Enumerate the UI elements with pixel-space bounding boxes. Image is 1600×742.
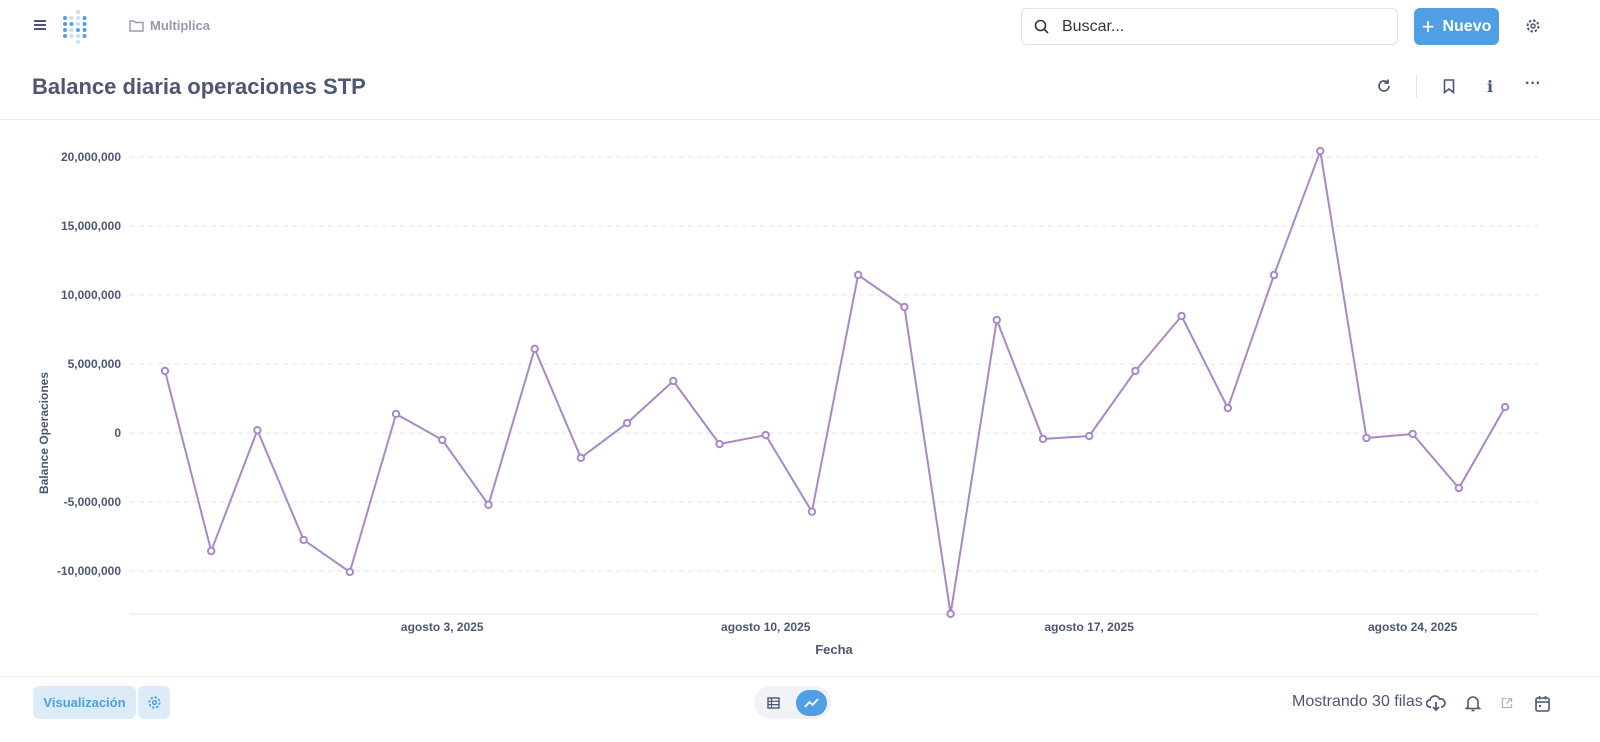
data-point[interactable] (299, 535, 308, 545)
y-tick-label: -10,000,000 (57, 564, 121, 578)
y-tick-label: 5,000,000 (68, 357, 122, 371)
page-title: Balance diaria operaciones STP (32, 74, 366, 99)
logo-icon[interactable] (62, 10, 90, 49)
menu-icon[interactable] (33, 18, 47, 37)
data-point[interactable] (1408, 429, 1417, 439)
row-count: Mostrando 30 filas (1292, 693, 1423, 710)
bookmark-icon[interactable] (1435, 72, 1463, 100)
data-point[interactable] (1500, 402, 1510, 412)
data-point[interactable] (391, 409, 401, 419)
table-icon (767, 696, 780, 709)
alert-bell-icon[interactable] (1459, 689, 1487, 717)
data-point[interactable] (484, 500, 493, 509)
data-point[interactable] (946, 609, 955, 618)
series-line (164, 147, 1506, 614)
new-label: Nuevo (1442, 17, 1492, 35)
visualization-button[interactable]: Visualización (33, 686, 136, 719)
x-tick-label: agosto 3, 2025 (401, 620, 484, 634)
breadcrumb-collection[interactable]: Multiplica (129, 18, 210, 33)
data-point[interactable] (1131, 366, 1140, 376)
data-point[interactable] (1269, 270, 1279, 280)
search-input[interactable]: Buscar... (1021, 8, 1398, 45)
info-icon[interactable]: i (1486, 76, 1494, 96)
y-tick-label: 20,000,000 (61, 150, 121, 164)
divider (1416, 74, 1417, 98)
top-bar: Multiplica Buscar... + Nuevo (0, 0, 1600, 56)
data-point[interactable] (900, 302, 909, 312)
y-tick-label: 10,000,000 (61, 288, 121, 302)
settings-gear-icon[interactable] (1519, 12, 1547, 40)
data-point[interactable] (992, 315, 1001, 325)
view-toggle (754, 686, 831, 719)
y-tick-label: -5,000,000 (64, 495, 122, 509)
line-chart-icon (804, 698, 819, 708)
gear-icon (147, 696, 161, 709)
refresh-icon[interactable] (1370, 72, 1398, 100)
chart-view-button[interactable] (795, 689, 827, 716)
visualization-settings-button[interactable] (138, 686, 170, 719)
more-icon[interactable]: ··· (1525, 75, 1541, 92)
data-point[interactable] (807, 507, 817, 516)
calendar-icon[interactable] (1528, 689, 1556, 717)
data-point[interactable] (345, 567, 355, 577)
folder-icon (129, 20, 144, 32)
plus-icon: + (1421, 13, 1435, 39)
download-icon[interactable] (1422, 689, 1450, 717)
divider (0, 676, 1600, 677)
y-tick-label: 15,000,000 (61, 219, 121, 233)
x-tick-label: agosto 10, 2025 (721, 620, 811, 634)
data-point[interactable] (1085, 431, 1094, 441)
divider (0, 119, 1600, 120)
x-axis-label: Fecha (815, 642, 853, 657)
data-point[interactable] (1362, 433, 1371, 443)
data-point[interactable] (669, 376, 678, 386)
data-point[interactable] (853, 270, 863, 280)
data-point[interactable] (160, 366, 170, 376)
data-point[interactable] (1316, 146, 1325, 156)
data-point[interactable] (207, 546, 216, 556)
data-point[interactable] (576, 453, 586, 463)
data-point[interactable] (1223, 403, 1233, 413)
data-point[interactable] (1454, 483, 1464, 493)
y-axis-label: Balance Operaciones (37, 372, 51, 494)
data-point[interactable] (1177, 311, 1186, 321)
data-point[interactable] (530, 344, 539, 354)
search-placeholder: Buscar... (1062, 17, 1125, 35)
y-tick-label: 0 (114, 426, 121, 440)
share-icon[interactable] (1493, 689, 1521, 717)
data-point[interactable] (761, 430, 770, 440)
collection-name: Multiplica (150, 18, 210, 33)
line-chart: -10,000,000 -5,000,000 0 5,000,000 10,000,00… (37, 146, 1538, 657)
data-point[interactable] (715, 439, 724, 449)
search-icon (1034, 19, 1049, 34)
data-point[interactable] (622, 418, 632, 428)
new-button[interactable]: + Nuevo (1414, 8, 1499, 45)
data-point[interactable] (1038, 434, 1048, 444)
x-tick-label: agosto 17, 2025 (1045, 620, 1135, 634)
data-point[interactable] (438, 435, 447, 445)
table-view-button[interactable] (758, 690, 790, 716)
x-tick-label: agosto 24, 2025 (1368, 620, 1458, 634)
data-point[interactable] (253, 426, 262, 435)
